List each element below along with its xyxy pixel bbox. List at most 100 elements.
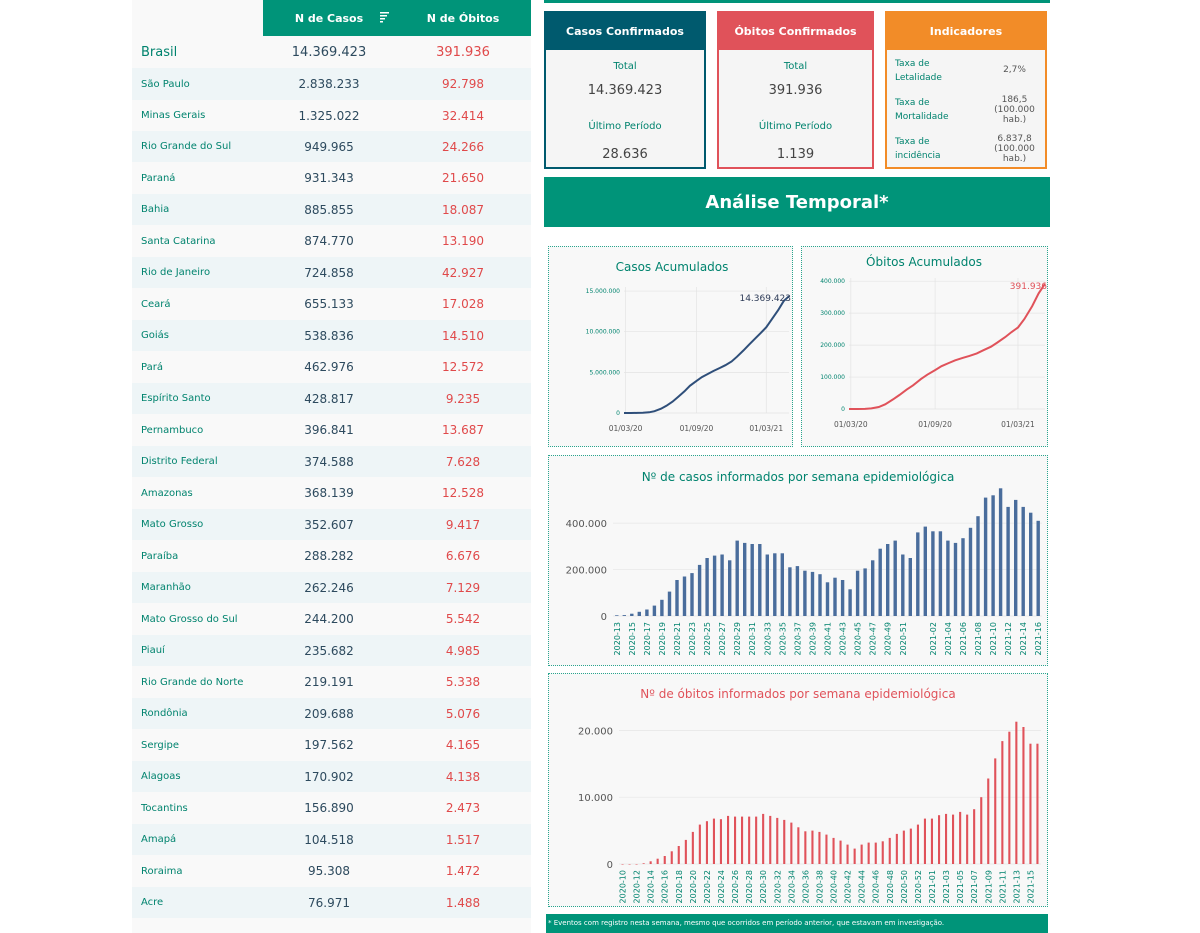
confirmed-cases-card: Casos Confirmados Total 14.369.423 Últim… — [544, 11, 706, 169]
row-name: Paraíba — [141, 550, 179, 562]
row-name: Amazonas — [141, 487, 193, 499]
table-row[interactable]: Santa Catarina 874.770 13.190 — [132, 225, 531, 257]
row-deaths: 18.087 — [442, 202, 484, 217]
table-row[interactable]: Roraima 95.308 1.472 — [132, 855, 531, 887]
row-name: Roraima — [141, 865, 183, 877]
table-row[interactable]: Bahia 885.855 18.087 — [132, 194, 531, 225]
table-row[interactable]: Goiás 538.836 14.510 — [132, 320, 531, 351]
bar — [684, 839, 687, 864]
row-name: Ceará — [141, 298, 171, 310]
row-name: Brasil — [141, 44, 178, 60]
bar — [795, 566, 800, 616]
bar — [691, 831, 694, 864]
bar — [968, 527, 973, 616]
x-tick-label: 2020-18 — [675, 870, 684, 903]
bar — [987, 778, 990, 864]
row-cases: 76.971 — [308, 895, 350, 910]
x-tick-label: 2020-38 — [815, 870, 824, 903]
x-tick-label: 2020-17 — [643, 622, 652, 655]
row-cases: 538.836 — [304, 328, 354, 343]
table-row[interactable]: Pará 462.976 12.572 — [132, 351, 531, 383]
confirmed-deaths-card: Óbitos Confirmados Total 391.936 Último … — [717, 11, 874, 169]
column-header-cases[interactable]: N de Casos — [263, 0, 395, 36]
table-row[interactable]: Paraná 931.343 21.650 — [132, 162, 531, 194]
bar — [675, 580, 679, 616]
table-row[interactable]: Acre 76.971 1.488 — [132, 887, 531, 918]
x-tick-label: 2020-16 — [661, 870, 670, 903]
table-row[interactable]: Tocantins 156.890 2.473 — [132, 792, 531, 824]
row-name: Rio de Janeiro — [141, 267, 211, 278]
bar — [825, 582, 830, 616]
table-row[interactable]: Rio Grande do Sul 949.965 24.266 — [132, 131, 531, 162]
bar — [930, 818, 933, 864]
row-name: Amapá — [141, 834, 177, 845]
table-row[interactable]: São Paulo 2.838.233 92.798 — [132, 68, 531, 100]
row-cases: 219.191 — [304, 675, 354, 689]
table-row[interactable]: Alagoas 170.902 4.138 — [132, 761, 531, 792]
table-row[interactable]: Rondônia 209.688 5.076 — [132, 698, 531, 729]
row-deaths: 5.338 — [445, 675, 481, 689]
table-row[interactable]: Mato Grosso 352.607 9.417 — [132, 509, 531, 540]
bar — [615, 615, 619, 616]
table-row[interactable]: Distrito Federal 374.588 7.628 — [132, 446, 531, 477]
bar — [660, 599, 664, 617]
bar — [893, 540, 897, 616]
row-deaths: 5.542 — [445, 612, 481, 626]
bar — [1021, 506, 1025, 616]
column-header-deaths[interactable]: N de Óbitos — [395, 0, 531, 36]
row-name: Rio Grande do Norte — [141, 676, 244, 688]
row-deaths: 92.798 — [442, 77, 484, 91]
bar — [741, 816, 744, 864]
table-row[interactable]: Sergipe 197.562 4.165 — [132, 729, 531, 761]
table-row-brasil[interactable]: Brasil 14.369.423 391.936 — [132, 36, 531, 68]
table-row[interactable]: Minas Gerais 1.325.022 32.414 — [132, 100, 531, 131]
table-row[interactable]: Rio Grande do Norte 219.191 5.338 — [132, 666, 531, 698]
bar — [652, 605, 657, 616]
x-tick-label: 2021-12 — [1004, 622, 1013, 655]
table-row[interactable]: Ceará 655.133 17.028 — [132, 288, 531, 320]
bar — [983, 497, 988, 616]
bar — [677, 846, 680, 864]
x-tick-label: 2020-20 — [689, 870, 698, 903]
row-cases: 874.770 — [304, 234, 354, 248]
table-row[interactable]: Piauí 235.682 4.985 — [132, 635, 531, 666]
table-row[interactable]: Amapá 104.518 1.517 — [132, 824, 531, 855]
bar — [755, 816, 758, 864]
table-row[interactable]: Rio de Janeiro 724.858 42.927 — [132, 257, 531, 288]
x-tick-label: 2020-22 — [703, 870, 712, 903]
sort-icon[interactable] — [380, 11, 390, 23]
footnote: * Eventos com registro nesta semana, mes… — [546, 914, 1048, 933]
bar — [938, 531, 943, 616]
bar — [727, 815, 730, 864]
row-cases: 288.282 — [304, 549, 354, 563]
table-row[interactable]: Amazonas 368.139 12.528 — [132, 477, 531, 509]
table-row[interactable]: Pernambuco 396.841 13.687 — [132, 414, 531, 446]
bar — [1022, 727, 1025, 864]
x-tick-label: 2021-11 — [998, 870, 1007, 903]
incidence-value: 6.837,8 (100.000 hab.) — [994, 134, 1035, 164]
bar — [783, 819, 786, 864]
row-deaths: 14.510 — [442, 328, 484, 343]
row-cases: 931.343 — [304, 171, 354, 185]
x-tick-label: 2020-45 — [854, 622, 863, 655]
bar — [1008, 731, 1011, 864]
table-row[interactable]: Maranhão 262.246 7.129 — [132, 572, 531, 603]
bar — [670, 851, 673, 864]
x-tick-label: 01/09/20 — [918, 420, 952, 429]
row-cases: 197.562 — [304, 738, 354, 752]
bar — [1015, 721, 1018, 864]
row-name: Mato Grosso do Sul — [141, 613, 238, 625]
row-deaths: 4.165 — [445, 738, 481, 752]
table-row[interactable]: Mato Grosso do Sul 244.200 5.542 — [132, 603, 531, 635]
row-cases: 244.200 — [304, 612, 354, 626]
bar — [712, 818, 715, 864]
x-tick-label: 2020-49 — [884, 622, 893, 655]
table-row[interactable]: Paraíba 288.282 6.676 — [132, 540, 531, 572]
table-row[interactable]: Espírito Santo 428.817 9.235 — [132, 383, 531, 414]
row-deaths: 13.190 — [442, 234, 484, 248]
bar — [712, 555, 717, 616]
y-tick-label: 15.000.000 — [586, 288, 621, 295]
x-tick-label: 01/03/21 — [1001, 420, 1035, 429]
x-tick-label: 2021-04 — [944, 622, 953, 655]
x-tick-label: 2020-46 — [872, 870, 881, 903]
